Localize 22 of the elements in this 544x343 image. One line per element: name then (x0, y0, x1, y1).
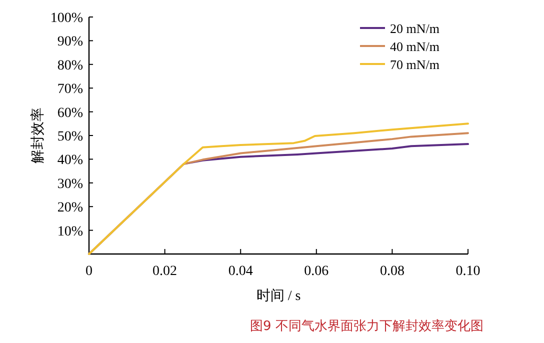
y-tick-label: 90% (57, 34, 84, 50)
x-tick-label: 0.08 (380, 264, 404, 279)
x-axis-title: 时间 / s (256, 288, 301, 304)
y-tick-label: 100% (50, 11, 84, 26)
legend-label: 20 mN/m (390, 21, 440, 36)
x-tick-label: 0 (86, 264, 92, 279)
y-tick-label: 20% (57, 200, 84, 216)
x-tick-label: 0.06 (304, 264, 329, 279)
y-tick-label: 50% (57, 130, 84, 144)
x-tick-label: 0.10 (456, 264, 480, 279)
caption: 图9 不同气水界面张力下解封效率变化图 (250, 318, 484, 334)
y-axis-title: 解封效率 (30, 108, 46, 164)
y-tick-label: 30% (57, 176, 84, 192)
x-tick-label: 0.04 (228, 264, 253, 279)
legend-label: 70 mN/m (390, 57, 440, 72)
y-tick-label: 10% (57, 224, 84, 240)
y-tick-label: 80% (57, 58, 84, 74)
legend-label: 40 mN/m (390, 39, 440, 54)
y-tick-label: 70% (57, 82, 84, 98)
y-tick-label: 40% (57, 153, 84, 168)
x-tick-label: 0.02 (152, 264, 178, 279)
y-tick-label: 60% (57, 106, 84, 121)
